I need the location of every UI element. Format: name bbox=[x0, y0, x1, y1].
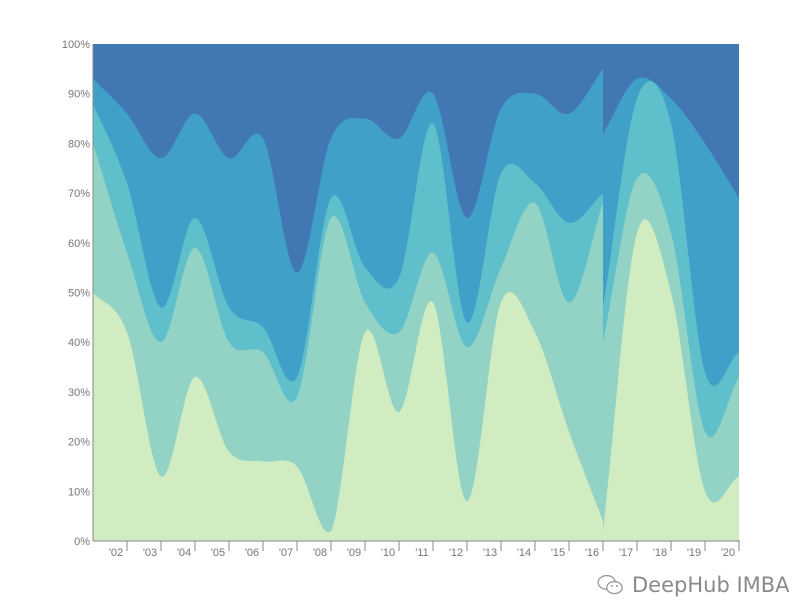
x-tick-label: '15 bbox=[551, 547, 565, 559]
x-tick-label: '02 bbox=[109, 547, 123, 559]
axes: 0% 10% 20% 30% 40% 50% 60% 70% 80% 90% 100% '02 '03 '… bbox=[62, 39, 740, 559]
y-tick-label: 20% bbox=[68, 437, 90, 449]
y-tick-label: 60% bbox=[68, 238, 90, 250]
area-series-2 bbox=[93, 143, 739, 541]
x-tick-label: '12 bbox=[449, 547, 463, 559]
x-tick-label: '07 bbox=[279, 547, 293, 559]
y-tick-label: 70% bbox=[68, 188, 90, 200]
x-tick-label: '09 bbox=[347, 547, 361, 559]
watermark-text: DeepHub IMBA bbox=[632, 573, 790, 597]
y-tick-label: 90% bbox=[68, 89, 90, 101]
x-tick-label: '14 bbox=[517, 547, 531, 559]
y-tick-label: 80% bbox=[68, 138, 90, 150]
x-tick-label: '16 bbox=[585, 547, 599, 559]
y-tick-label: 40% bbox=[68, 337, 90, 349]
x-tick-label: '17 bbox=[619, 547, 633, 559]
x-tick-label: '10 bbox=[381, 547, 395, 559]
x-tick-label: '19 bbox=[687, 547, 701, 559]
y-tick-label: 0% bbox=[74, 536, 90, 548]
x-tick-label: '18 bbox=[653, 547, 667, 559]
wechat-icon bbox=[597, 574, 623, 595]
y-tick-label: 30% bbox=[68, 387, 90, 399]
x-tick-label: '13 bbox=[483, 547, 497, 559]
x-tick-label: '04 bbox=[177, 547, 191, 559]
x-tick-label: '05 bbox=[211, 547, 225, 559]
x-tick-label: '20 bbox=[721, 547, 735, 559]
y-tick-label: 100% bbox=[62, 39, 90, 51]
x-tick-label: '08 bbox=[313, 547, 327, 559]
y-tick-label: 10% bbox=[68, 486, 90, 498]
areas bbox=[93, 44, 739, 542]
x-tick-label: '03 bbox=[143, 547, 157, 559]
area-series-1 bbox=[93, 219, 739, 541]
x-tick-label: '06 bbox=[245, 547, 259, 559]
y-tick-label: 50% bbox=[68, 288, 90, 300]
x-tick-label: '11 bbox=[415, 547, 429, 559]
watermark: DeepHub IMBA bbox=[596, 572, 790, 598]
